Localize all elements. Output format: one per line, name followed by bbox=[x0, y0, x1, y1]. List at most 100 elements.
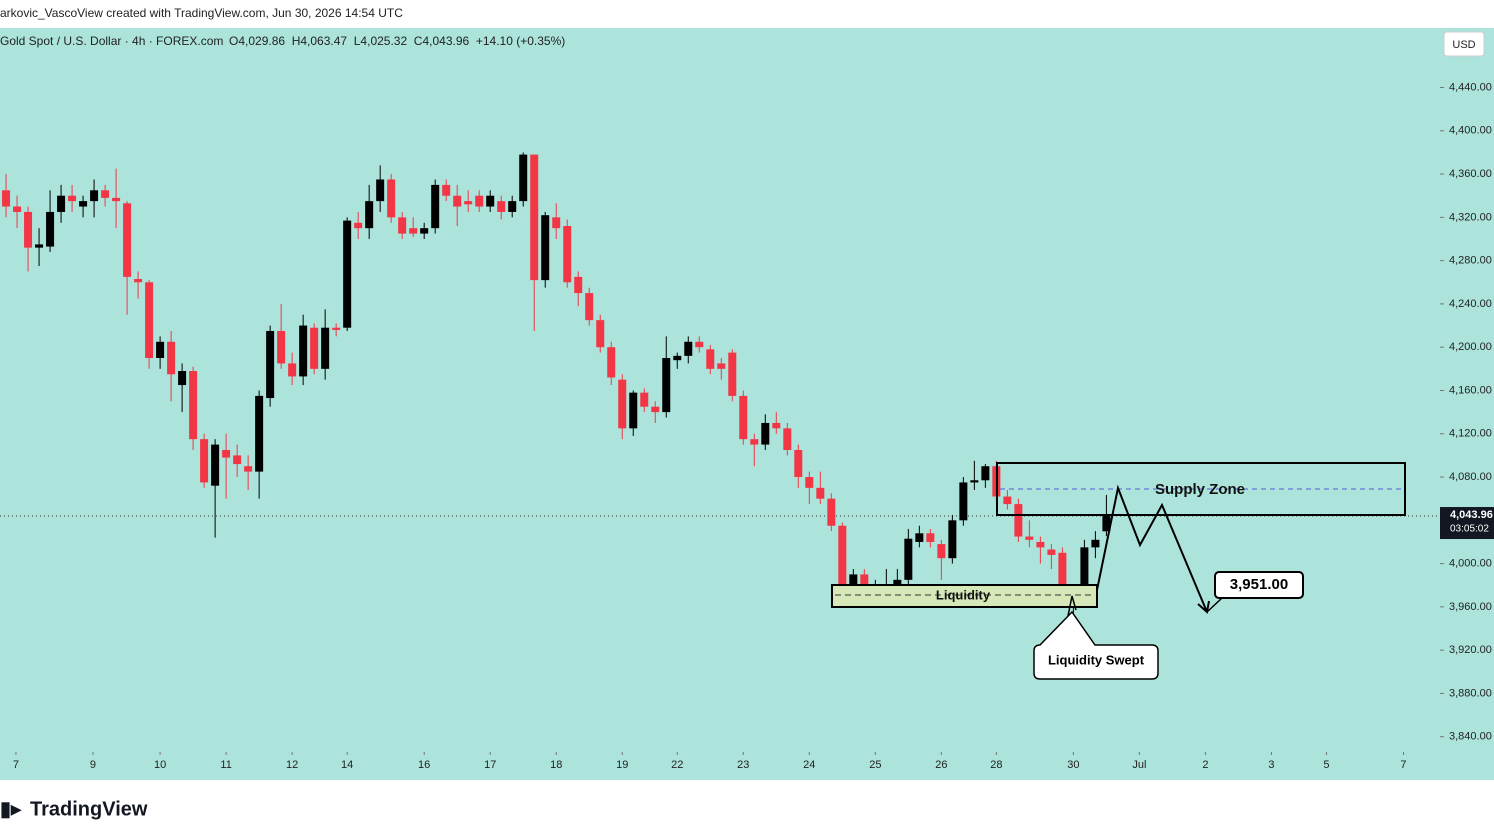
x-tick-label: 23 bbox=[737, 759, 749, 771]
candle-body bbox=[475, 195, 484, 207]
x-tick-label: 9 bbox=[90, 759, 96, 771]
candle-body bbox=[233, 455, 242, 465]
x-tick-label: 12 bbox=[286, 759, 298, 771]
candle-body bbox=[530, 154, 539, 281]
x-tick-label: 3 bbox=[1268, 759, 1274, 771]
candle-body bbox=[750, 439, 759, 445]
candle-body bbox=[365, 201, 374, 229]
candle-body bbox=[838, 525, 847, 597]
candle-body bbox=[46, 211, 55, 247]
candle-body bbox=[739, 395, 748, 440]
x-tick-label: 22 bbox=[671, 759, 683, 771]
x-tick-label: 19 bbox=[616, 759, 628, 771]
candle-body bbox=[673, 355, 682, 361]
candle-body bbox=[277, 330, 286, 364]
x-tick-label: 11 bbox=[220, 759, 231, 771]
y-tick-label: 4,000.00 bbox=[1449, 558, 1492, 570]
swept-arrow bbox=[1067, 595, 1077, 617]
candle-body bbox=[607, 347, 616, 378]
candle-body bbox=[222, 449, 231, 458]
y-tick-label: 4,400.00 bbox=[1449, 125, 1492, 137]
candle-body bbox=[563, 226, 572, 283]
candle-body bbox=[772, 422, 781, 429]
candle-body bbox=[948, 520, 957, 559]
candle-body bbox=[1058, 552, 1067, 599]
projection bbox=[1096, 484, 1208, 613]
swept-label: Liquidity Swept bbox=[1048, 652, 1145, 667]
candle-body bbox=[453, 195, 462, 207]
liquidity-label: Liquidity bbox=[936, 587, 991, 602]
brand: TradingView bbox=[30, 798, 148, 820]
candle-body bbox=[816, 487, 825, 499]
x-tick-label: 14 bbox=[341, 759, 353, 771]
currency-box[interactable] bbox=[1443, 31, 1485, 57]
candle-body bbox=[915, 533, 924, 542]
x-tick-label: 10 bbox=[154, 759, 166, 771]
candle-body bbox=[35, 244, 44, 248]
supply-zone bbox=[996, 462, 1406, 516]
swept-callout bbox=[1033, 610, 1159, 680]
x-tick-label: 24 bbox=[803, 759, 815, 771]
candle-body bbox=[926, 533, 935, 542]
candle-body bbox=[255, 395, 264, 472]
candle-body bbox=[981, 466, 990, 481]
candle-body bbox=[552, 217, 561, 229]
x-tick-label: 25 bbox=[869, 759, 881, 771]
candle-body bbox=[123, 203, 132, 277]
candle-body bbox=[442, 184, 451, 196]
candle-body bbox=[420, 228, 429, 234]
candle-body bbox=[431, 184, 440, 229]
candle-body bbox=[167, 341, 176, 375]
supply-label: Supply Zone bbox=[1155, 481, 1245, 498]
candle-body bbox=[1091, 539, 1100, 548]
candle-body bbox=[343, 220, 352, 328]
x-tick-label: 30 bbox=[1067, 759, 1079, 771]
candle-body bbox=[585, 293, 594, 321]
candle-body bbox=[90, 190, 99, 202]
target-label: 3,951.00 bbox=[1230, 576, 1288, 593]
logo-mark: ▮▸ bbox=[0, 798, 22, 820]
candle-body bbox=[904, 538, 913, 580]
candle-body bbox=[541, 215, 550, 281]
y-tick-label: 4,440.00 bbox=[1449, 81, 1492, 93]
candle-body bbox=[156, 341, 165, 359]
candle-body bbox=[101, 190, 110, 198]
y-tick-label: 4,360.00 bbox=[1449, 168, 1492, 180]
candle-body bbox=[486, 195, 495, 207]
y-tick-label: 4,120.00 bbox=[1449, 428, 1492, 440]
candle-body bbox=[761, 422, 770, 445]
candle-body bbox=[464, 201, 473, 205]
y-tick-label: 3,960.00 bbox=[1449, 601, 1492, 613]
target-box bbox=[1214, 571, 1304, 599]
y-tick-label: 3,920.00 bbox=[1449, 644, 1492, 656]
created-by: arkovic_VascoView created with TradingVi… bbox=[0, 6, 403, 20]
candle-body bbox=[519, 154, 528, 202]
candle-body bbox=[288, 363, 297, 377]
candle-body bbox=[134, 279, 143, 283]
candle-body bbox=[189, 370, 198, 440]
x-tick-label: 18 bbox=[550, 759, 562, 771]
candle-body bbox=[937, 544, 946, 559]
y-tick-label: 3,880.00 bbox=[1449, 687, 1492, 699]
candle-body bbox=[728, 352, 737, 396]
x-tick-label: Jul bbox=[1132, 759, 1146, 771]
liquidity-zone bbox=[831, 584, 1098, 608]
candle-body bbox=[376, 179, 385, 202]
candle-body bbox=[640, 392, 649, 407]
candle-body bbox=[893, 579, 902, 586]
symbol: Gold Spot / U.S. Dollar · 4h · FOREX.com bbox=[0, 34, 223, 48]
candle-body bbox=[1025, 536, 1034, 540]
candle-body bbox=[332, 327, 341, 330]
x-tick-label: 16 bbox=[418, 759, 430, 771]
candle-body bbox=[145, 282, 154, 359]
candle-body bbox=[79, 201, 88, 207]
candle-body bbox=[13, 206, 22, 212]
y-tick-label: 4,320.00 bbox=[1449, 211, 1492, 223]
candle-body bbox=[178, 370, 187, 386]
candle-body bbox=[266, 330, 275, 399]
candle-body bbox=[112, 197, 121, 202]
candle-body bbox=[596, 320, 605, 348]
candle-body bbox=[618, 379, 627, 429]
candle-body bbox=[827, 498, 836, 526]
